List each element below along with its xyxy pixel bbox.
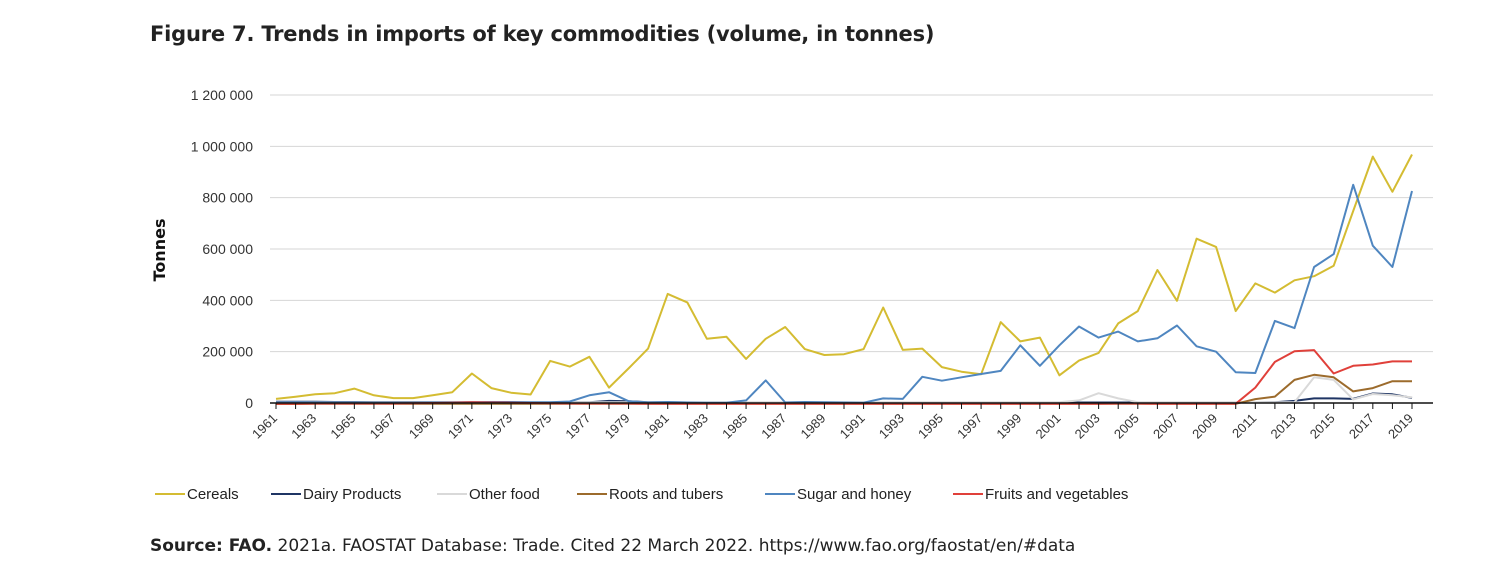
x-tick-label: 2013 — [1268, 411, 1299, 442]
x-tick-label: 1979 — [602, 411, 633, 442]
y-axis-label: Tonnes — [150, 219, 169, 282]
x-tick-label: 1969 — [406, 411, 437, 442]
y-tick-label: 1 000 000 — [191, 138, 253, 154]
legend-label: Dairy Products — [303, 486, 401, 503]
x-tick-label: 1971 — [445, 411, 476, 442]
series-lines — [275, 154, 1413, 405]
legend-label: Roots and tubers — [609, 486, 723, 503]
legend-label: Fruits and vegetables — [985, 486, 1128, 503]
x-tick-label: 1973 — [484, 411, 515, 442]
x-tick-label: 1983 — [680, 411, 711, 442]
x-tick-label: 2009 — [1189, 411, 1220, 442]
x-tick-label: 2011 — [1229, 411, 1259, 441]
series-line-sugar-and-honey — [275, 183, 1413, 404]
x-tick-label: 1987 — [758, 411, 789, 442]
x-tick-label: 1981 — [641, 411, 672, 442]
x-tick-label: 1961 — [249, 411, 280, 442]
x-tick-label: 2017 — [1346, 411, 1377, 442]
gridlines — [270, 94, 1433, 353]
x-tick-label: 1989 — [797, 411, 828, 442]
y-tick-label: 0 — [245, 395, 253, 411]
legend-label: Other food — [469, 486, 540, 503]
x-tick-label: 1963 — [288, 411, 319, 442]
x-axis: 1961 1963 1965 1967 1969 1971 1973 1975 1977 1979… — [249, 402, 1433, 442]
source-text: 2021a. FAOSTAT Database: Trade. Cited 22… — [277, 536, 1076, 556]
x-tick-label: 2007 — [1150, 411, 1181, 442]
x-tick-label: 2015 — [1307, 411, 1338, 442]
y-tick-label: 800 000 — [202, 190, 253, 206]
x-tick-label: 1967 — [367, 411, 398, 442]
y-axis-ticks: 0 200 000 400 000 600 000 800 000 1 000 000 1 … — [191, 87, 254, 411]
x-tick-label: 1993 — [876, 411, 907, 442]
x-tick-label: 1965 — [327, 411, 358, 442]
x-tick-label: 1991 — [837, 411, 868, 442]
x-tick-label: 1985 — [719, 411, 750, 442]
line-chart: 0 200 000 400 000 600 000 800 000 1 000 000 1 … — [150, 87, 1433, 503]
x-tick-label: 2019 — [1385, 411, 1416, 442]
x-tick-label: 1977 — [562, 411, 593, 442]
y-tick-label: 1 200 000 — [191, 87, 253, 103]
series-line-fruits-and-vegetables — [276, 349, 1412, 405]
x-tick-label: 1975 — [523, 411, 554, 442]
figure-title: Figure 7. Trends in imports of key commo… — [150, 22, 935, 46]
x-tick-label: 2001 — [1033, 411, 1064, 442]
x-tick-label: 1999 — [993, 411, 1024, 442]
x-tick-label: 1997 — [954, 411, 985, 442]
legend: Cereals Dairy Products Other food Roots and… — [155, 486, 1128, 503]
source-note: Source: FAO. 2021a. FAOSTAT Database: Tr… — [150, 536, 1075, 556]
y-tick-label: 200 000 — [202, 344, 253, 360]
legend-label: Sugar and honey — [797, 486, 912, 503]
series-line-cereals — [275, 154, 1413, 400]
source-label: Source: FAO. — [150, 536, 273, 556]
y-tick-label: 600 000 — [202, 241, 253, 257]
x-tick-label: 2005 — [1111, 411, 1142, 442]
x-tick-label: 2003 — [1072, 411, 1103, 442]
x-tick-label: 1995 — [915, 411, 946, 442]
legend-label: Cereals — [187, 486, 239, 503]
y-tick-label: 400 000 — [202, 292, 253, 308]
